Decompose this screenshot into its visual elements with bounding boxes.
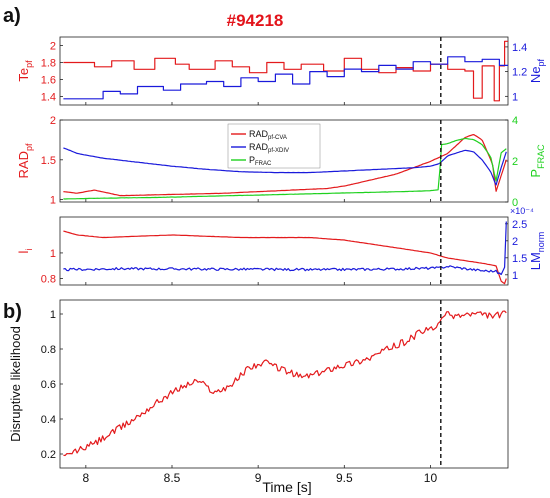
y-right-title-base: P <box>528 169 543 178</box>
legend-entry-base: RAD <box>249 129 269 139</box>
y-right-title-sub: FRAC <box>536 144 546 169</box>
y-left-tick-label: 2 <box>50 41 56 53</box>
y-right-title-base: LM <box>528 252 543 270</box>
y-right-tick-label: 2 <box>512 156 518 168</box>
legend-entry-sub: pf-XDIV <box>268 148 289 154</box>
x-tick-label: 8.5 <box>164 471 181 485</box>
series-line-1 <box>63 147 507 186</box>
legend-box <box>227 123 321 169</box>
y-left-tick-label: 1 <box>50 248 56 260</box>
series-line-1 <box>63 56 508 100</box>
y-left-tick-label: 0.6 <box>41 379 56 391</box>
panel-li-lm: 0.8 1 1 1.5 2 2.5 ×10⁻⁴ li LMnorm <box>16 206 546 286</box>
y-left-title: RADpf <box>16 143 34 178</box>
y-right-title: Nepf <box>528 58 546 83</box>
y-right-title: PFRAC <box>528 144 546 178</box>
series-line-0 <box>63 230 507 285</box>
legend-entry-base: RAD <box>249 142 269 152</box>
legend-entry-sub: FRAC <box>255 161 272 167</box>
y-left-tick-label: 1.6 <box>41 75 56 87</box>
y-left-title-sub: pf <box>24 143 34 151</box>
y-left-title: li <box>16 249 34 254</box>
panel-rad: 11.52024RADpfPFRACRADpf-CVARADpf-XDIVPFR… <box>16 115 546 209</box>
y-right-tick-label: 2.5 <box>512 219 527 231</box>
panel-a-label: a) <box>3 5 21 27</box>
y-right-tick-label: 0 <box>512 197 518 209</box>
legend-entry: RADpf-CVA <box>249 129 287 141</box>
series-line-0 <box>63 134 507 197</box>
y-left-tick-label: 1 <box>50 309 56 321</box>
legend-entry-sub: pf-CVA <box>268 135 287 141</box>
x-axis-label: Time [s] <box>262 479 311 495</box>
y-right-tick-label: 1 <box>512 270 518 282</box>
legend-entry: PFRAC <box>249 155 272 167</box>
series-line-0 <box>63 40 508 102</box>
x-tick-label: 9.5 <box>336 471 353 485</box>
y-right-tick-label: 4 <box>512 115 518 127</box>
x-tick-label: 10 <box>424 471 438 485</box>
x-tick-label: 9 <box>255 471 262 485</box>
panels: 1.41.61.8211.21.4TepfNepf11.52024RADpfPF… <box>8 36 546 485</box>
y-right-tick-label: 1.2 <box>512 67 527 79</box>
y-right-tick-label: 1.5 <box>512 253 527 265</box>
shot-title: #94218 <box>227 11 284 30</box>
y-axis-title: Disruptive likelihood <box>8 326 23 442</box>
series-line-2 <box>63 137 507 200</box>
y-right-title: LMnorm <box>528 232 546 271</box>
y-left-tick-label: 0.8 <box>41 274 56 286</box>
axes-frame <box>59 216 509 286</box>
axes-frame <box>59 36 509 106</box>
panel-b-label: b) <box>3 301 22 323</box>
panel-likelihood: 8 8.5 9 9.5 10 0.2 0.4 0.6 0.8 1 Disruptive likeli… <box>8 299 509 485</box>
y-right-exponent: ×10⁻⁴ <box>510 206 534 216</box>
y-left-title-sub: i <box>24 249 34 251</box>
legend-entry-base: P <box>249 155 255 165</box>
y-left-title-base: l <box>16 250 31 253</box>
y-left-tick-label: 1.4 <box>41 92 56 104</box>
series-line-1 <box>63 221 507 276</box>
y-left-title: Tepf <box>16 60 34 82</box>
y-left-tick-label: 0.8 <box>41 344 56 356</box>
y-left-title-base: RAD <box>16 151 31 178</box>
y-right-tick-label: 1 <box>512 91 518 103</box>
y-left-tick-label: 2 <box>50 115 56 127</box>
y-left-tick-label: 1.8 <box>41 58 56 70</box>
y-right-tick-label: 1.4 <box>512 42 527 54</box>
y-right-tick-label: 2 <box>512 236 518 248</box>
y-right-title-sub: pf <box>536 58 546 66</box>
legend-entry: RADpf-XDIV <box>249 142 289 154</box>
y-left-tick-label: 1.5 <box>41 155 56 167</box>
x-tick-label: 8 <box>83 471 90 485</box>
y-right-title-base: Ne <box>528 66 543 83</box>
y-left-tick-label: 0.2 <box>41 449 56 461</box>
y-left-tick-label: 1 <box>50 195 56 207</box>
y-left-title-sub: pf <box>24 60 34 68</box>
y-left-title-base: Te <box>16 68 31 82</box>
series-line-0 <box>63 310 507 457</box>
y-left-tick-label: 0.4 <box>41 414 56 426</box>
y-right-title-sub: norm <box>536 232 546 253</box>
